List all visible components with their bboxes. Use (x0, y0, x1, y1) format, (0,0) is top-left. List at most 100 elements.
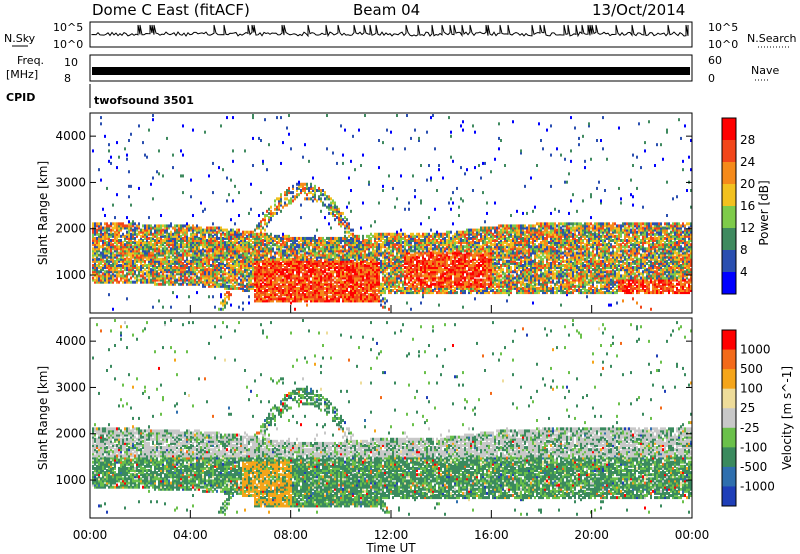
heatmap-cell (114, 234, 116, 238)
heatmap-cell (146, 251, 148, 255)
heatmap-cell (276, 241, 278, 245)
heatmap-cell (192, 253, 194, 257)
heatmap-cell (244, 251, 246, 255)
heatmap-cell (172, 253, 174, 257)
heatmap-cell (274, 291, 276, 295)
heatmap-cell (328, 195, 330, 199)
heatmap-cell (206, 228, 208, 232)
heatmap-cell (138, 255, 140, 259)
heatmap-cell (284, 261, 286, 265)
heatmap-cell (224, 257, 226, 261)
heatmap-cell (280, 264, 282, 268)
heatmap-cell (298, 255, 300, 259)
heatmap-cell (166, 257, 168, 261)
heatmap-cell (258, 255, 260, 259)
heatmap-cell (420, 259, 422, 263)
heatmap-cell (238, 253, 240, 257)
heatmap-cell (258, 251, 260, 255)
heatmap-cell (226, 276, 228, 280)
heatmap-cell (132, 220, 134, 224)
heatmap-cell (248, 245, 250, 249)
heatmap-cell (246, 264, 248, 268)
heatmap-cell (334, 236, 336, 240)
heatmap-cell (130, 272, 132, 276)
heatmap-cell (164, 239, 166, 243)
heatmap-cell (254, 253, 256, 257)
heatmap-cell (204, 241, 206, 245)
heatmap-cell (142, 230, 144, 234)
heatmap-cell (342, 280, 344, 284)
heatmap-cell (224, 286, 226, 290)
heatmap-cell (116, 226, 118, 230)
heatmap-cell (138, 222, 140, 226)
heatmap-cell (212, 282, 214, 286)
heatmap-cell (252, 259, 254, 263)
heatmap-cell (378, 166, 380, 170)
heatmap-cell (222, 257, 224, 261)
heatmap-cell (300, 282, 302, 286)
heatmap-cell (296, 257, 298, 261)
heatmap-cell (258, 266, 260, 270)
heatmap-cell (414, 195, 416, 199)
heatmap-cell (282, 253, 284, 257)
heatmap-cell (132, 224, 134, 228)
heatmap-cell (284, 203, 286, 207)
heatmap-cell (296, 243, 298, 247)
heatmap-cell (192, 261, 194, 265)
heatmap-cell (212, 278, 214, 282)
heatmap-cell (114, 216, 116, 220)
heatmap-cell (212, 245, 214, 249)
heatmap-cell (184, 274, 186, 278)
heatmap-cell (108, 259, 110, 263)
heatmap-cell (404, 207, 406, 211)
heatmap-cell (250, 286, 252, 290)
heatmap-cell (424, 232, 426, 236)
heatmap-cell (282, 293, 284, 297)
heatmap-cell (278, 278, 280, 282)
heatmap-cell (140, 264, 142, 268)
heatmap-cell (106, 270, 108, 274)
heatmap-cell (216, 274, 218, 278)
heatmap-cell (250, 230, 252, 234)
heatmap-cell (422, 239, 424, 243)
heatmap-cell (240, 232, 242, 236)
heatmap-cell (326, 147, 328, 151)
heatmap-cell (168, 268, 170, 272)
heatmap-cell (262, 274, 264, 278)
heatmap-cell (350, 159, 352, 163)
heatmap-cell (320, 247, 322, 251)
heatmap-cell (160, 243, 162, 247)
heatmap-cell (176, 249, 178, 253)
heatmap-cell (186, 236, 188, 240)
heatmap-cell (104, 232, 106, 236)
heatmap-cell (164, 259, 166, 263)
heatmap-cell (274, 261, 276, 265)
heatmap-cell (260, 286, 262, 290)
heatmap-cell (168, 276, 170, 280)
heatmap-cell (224, 245, 226, 249)
heatmap-cell (268, 239, 270, 243)
heatmap-cell (232, 241, 234, 245)
heatmap-cell (122, 276, 124, 280)
heatmap-cell (240, 266, 242, 270)
heatmap-cell (290, 301, 292, 305)
heatmap-cell (156, 249, 158, 253)
heatmap-cell (258, 249, 260, 253)
heatmap-cell (274, 297, 276, 301)
heatmap-cell (208, 239, 210, 243)
heatmap-cell (296, 255, 298, 259)
heatmap-cell (276, 205, 278, 209)
heatmap-cell (210, 230, 212, 234)
heatmap-cell (178, 234, 180, 238)
heatmap-cell (286, 266, 288, 270)
heatmap-cell (222, 243, 224, 247)
heatmap-cell (166, 230, 168, 234)
heatmap-cell (174, 270, 176, 274)
heatmap-cell (226, 278, 228, 282)
heatmap-cell (296, 282, 298, 286)
heatmap-cell (114, 270, 116, 274)
heatmap-cell (358, 261, 360, 265)
heatmap-cell (286, 249, 288, 253)
heatmap-cell (300, 189, 302, 193)
heatmap-cell (154, 228, 156, 232)
